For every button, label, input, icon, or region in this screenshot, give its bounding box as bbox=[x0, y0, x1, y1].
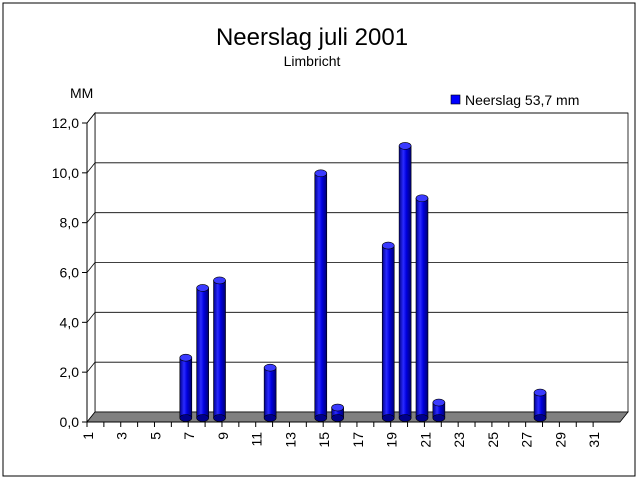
bar-top bbox=[314, 169, 328, 178]
bar bbox=[263, 367, 277, 419]
gridline-depth bbox=[86, 162, 96, 174]
y-tick-label: 0,0 bbox=[60, 414, 80, 430]
bar-base bbox=[213, 414, 226, 422]
legend-swatch bbox=[450, 94, 461, 105]
bar-top bbox=[196, 284, 209, 292]
x-tick-label: 17 bbox=[350, 432, 366, 448]
gridline-depth bbox=[86, 112, 96, 124]
bar-top bbox=[263, 363, 277, 372]
bar-base bbox=[314, 414, 328, 422]
bar bbox=[415, 197, 429, 419]
bar bbox=[179, 357, 193, 419]
chart-title: Neerslag juli 2001 bbox=[216, 24, 408, 51]
bar-top bbox=[432, 398, 446, 407]
gridline-depth bbox=[86, 361, 96, 373]
legend-label: Neerslag 53,7 mm bbox=[465, 92, 579, 108]
x-tick-label: 29 bbox=[552, 432, 568, 448]
bar-base bbox=[533, 414, 547, 422]
x-tick-label: 23 bbox=[451, 432, 467, 448]
x-tick-label: 27 bbox=[519, 432, 535, 448]
gridline-depth bbox=[86, 312, 96, 323]
bar-base bbox=[415, 414, 429, 422]
x-tick-label: 11 bbox=[249, 432, 265, 447]
bar-base bbox=[432, 414, 446, 422]
gridline-depth bbox=[86, 212, 96, 223]
x-tick-label: 25 bbox=[485, 432, 501, 448]
plot-area: 0,02,04,06,08,010,012,01 3 5 7 9 11 13 15 17 19 21… bbox=[52, 111, 629, 448]
bar-top bbox=[179, 353, 193, 362]
bar-top bbox=[381, 241, 395, 250]
gridline-depth bbox=[86, 262, 96, 273]
bar bbox=[381, 245, 395, 419]
x-tick-label: 15 bbox=[316, 432, 332, 448]
y-tick-label: 2,0 bbox=[60, 364, 80, 380]
bar-base bbox=[331, 414, 344, 422]
x-tick-label: 13 bbox=[282, 432, 298, 448]
x-tick-label: 21 bbox=[417, 432, 433, 448]
bar bbox=[314, 173, 328, 419]
chart-subtitle: Limbricht bbox=[284, 53, 341, 69]
y-tick-label: 10,0 bbox=[52, 165, 79, 181]
bar bbox=[533, 392, 547, 419]
x-tick-label: 3 bbox=[114, 432, 130, 440]
bar-top bbox=[398, 142, 412, 150]
y-tick-label: 4,0 bbox=[60, 314, 80, 330]
y-tick-label: 12,0 bbox=[52, 115, 79, 131]
x-tick-label: 31 bbox=[586, 432, 602, 448]
y-tick-label: 6,0 bbox=[60, 265, 80, 281]
bar-base bbox=[196, 414, 209, 422]
floor bbox=[86, 411, 629, 423]
bar-base bbox=[398, 414, 412, 422]
bar-top bbox=[533, 388, 547, 397]
bar bbox=[398, 145, 412, 419]
y-tick-label: 8,0 bbox=[60, 215, 80, 231]
x-tick-label: 1 bbox=[80, 432, 96, 440]
x-tick-label: 9 bbox=[215, 432, 231, 440]
bar bbox=[196, 287, 209, 419]
bar-top bbox=[213, 276, 226, 285]
legend: Neerslag 53,7 mm bbox=[450, 92, 579, 108]
bar-top bbox=[415, 194, 429, 203]
bar-base bbox=[263, 414, 277, 422]
x-tick-label: 5 bbox=[147, 432, 163, 440]
bar-base bbox=[179, 414, 193, 422]
x-tick-label: 7 bbox=[181, 432, 197, 440]
bar bbox=[213, 280, 226, 419]
bar-top bbox=[331, 403, 344, 412]
y-axis-label: MM bbox=[70, 85, 93, 101]
bar-base bbox=[381, 414, 395, 422]
x-tick-label: 19 bbox=[384, 432, 400, 448]
